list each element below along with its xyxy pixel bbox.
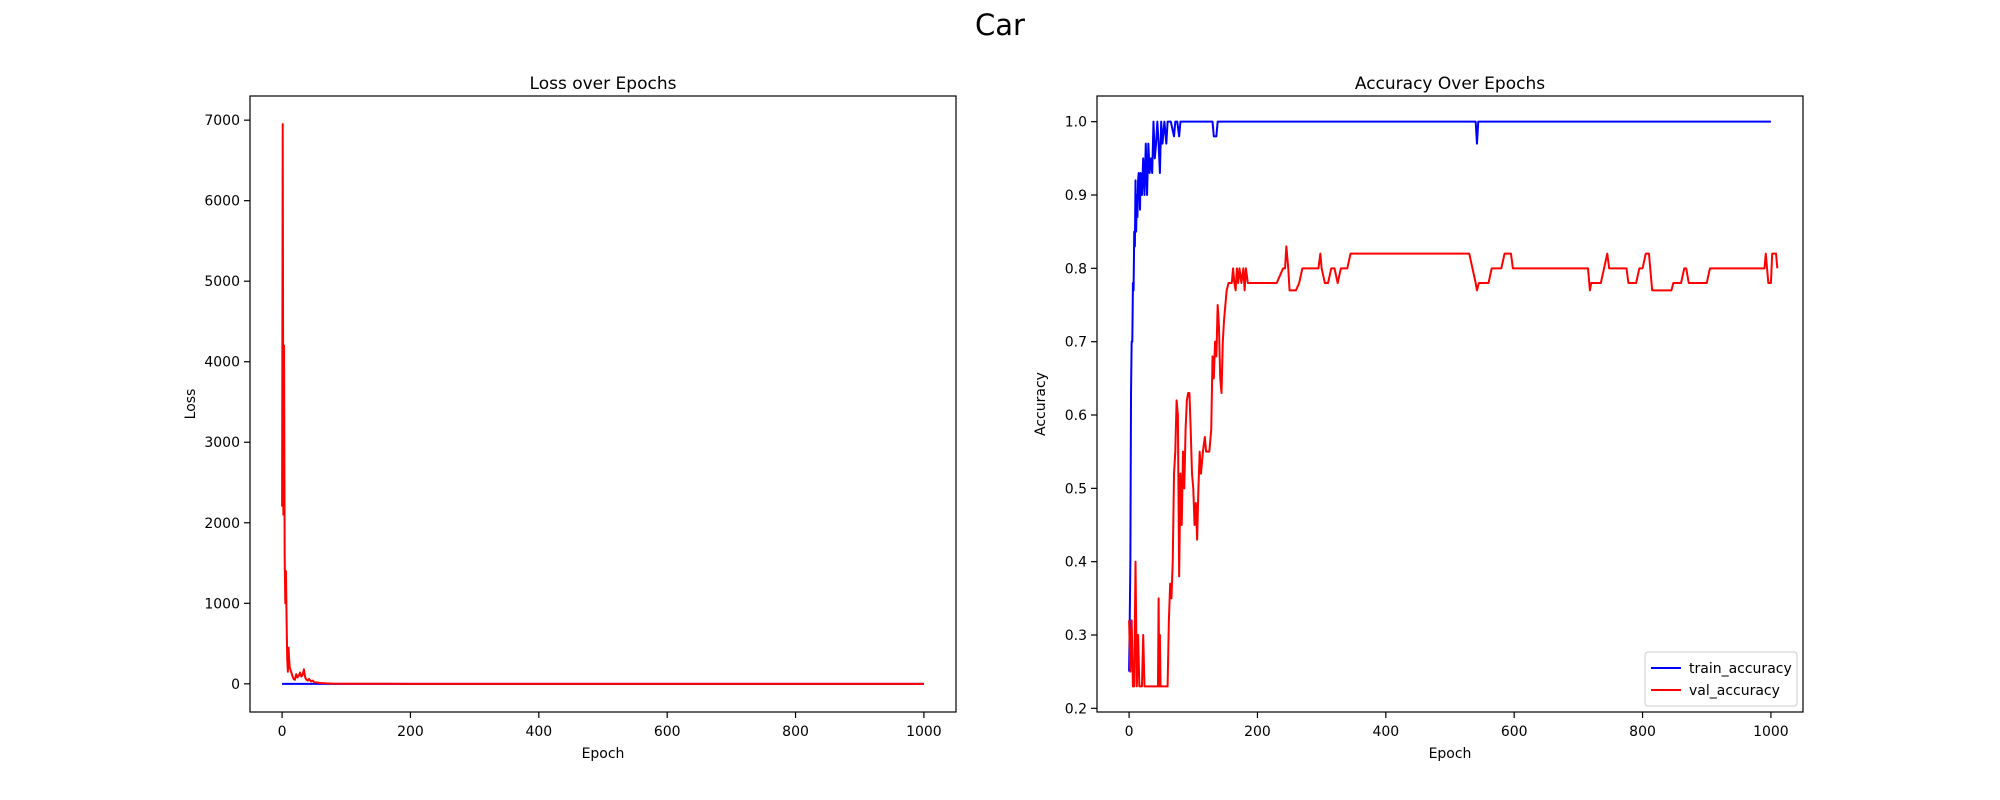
chart-2: 0 200 400 600 800 1000 0.2 0.3 0.4 0.5 0.6 0.7 0.8 0.… [1033, 74, 1804, 762]
y-tick-label: 0.7 [1065, 335, 1087, 351]
x-tick-label: 1000 [1753, 724, 1789, 740]
chart-title: Loss over Epochs [530, 74, 677, 94]
x-tick-label: 0 [278, 724, 287, 740]
y-tick-label: 0.4 [1065, 555, 1087, 571]
y-tick-label: 1000 [204, 596, 240, 612]
x-tick-label: 800 [1629, 724, 1656, 740]
y-tick-label: 0.8 [1065, 261, 1087, 277]
legend-box [1644, 651, 1798, 707]
chart-1: 0 200 400 600 800 1000 0 1000 2000 3000 4000 5000 60… [183, 74, 957, 762]
x-tick-label: 400 [525, 724, 552, 740]
y-tick-label: 0.3 [1065, 628, 1087, 644]
y-tick-label: 0.5 [1065, 481, 1087, 497]
y-tick-label: 1.0 [1065, 115, 1087, 131]
y-tick-label: 0.6 [1065, 408, 1087, 424]
x-tick-label: 600 [1501, 724, 1528, 740]
figure-title: Car [975, 8, 1025, 42]
chart-title: Accuracy Over Epochs [1355, 74, 1545, 94]
legend: train_accuracy val_accuracy [1644, 651, 1798, 707]
y-tick-label: 0.9 [1065, 188, 1087, 204]
y-tick-label: 4000 [204, 355, 240, 371]
x-tick-label: 0 [1125, 724, 1134, 740]
x-axis-label: Epoch [582, 746, 625, 762]
y-tick-label: 5000 [204, 274, 240, 290]
axes-frame [249, 95, 957, 713]
x-tick-label: 600 [654, 724, 681, 740]
x-tick-label: 200 [397, 724, 424, 740]
x-tick-label: 800 [782, 724, 809, 740]
x-axis-label: Epoch [1429, 746, 1472, 762]
series-line-val_accuracy [1128, 245, 1779, 688]
series-line-train_accuracy [1128, 120, 1771, 672]
y-tick-label: 3000 [204, 435, 240, 451]
legend-label-val_accuracy: val_accuracy [1689, 683, 1780, 699]
y-tick-label: 2000 [204, 516, 240, 532]
legend-label-train_accuracy: train_accuracy [1689, 661, 1792, 677]
y-tick-label: 7000 [204, 113, 240, 129]
y-tick-label: 0 [231, 677, 240, 693]
series-line-series-2 [281, 123, 924, 685]
y-tick-label: 6000 [204, 194, 240, 210]
x-tick-label: 200 [1244, 724, 1271, 740]
x-tick-label: 400 [1372, 724, 1399, 740]
y-tick-label: 0.2 [1065, 701, 1087, 717]
x-tick-label: 1000 [906, 724, 942, 740]
axes-frame [1096, 95, 1804, 713]
y-axis-label: Loss [183, 389, 199, 420]
y-axis-label: Accuracy [1033, 372, 1049, 436]
